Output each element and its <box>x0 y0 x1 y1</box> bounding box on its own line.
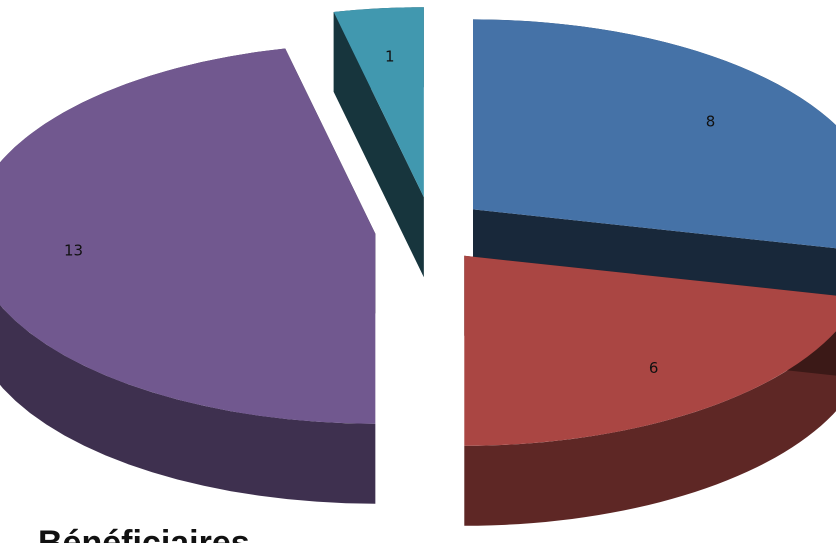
slice-label-0: 8 <box>706 113 716 131</box>
pie-slice-top-4 <box>333 7 424 198</box>
slice-label-1: 6 <box>649 359 659 377</box>
pie-slice-side-4-0 <box>333 11 424 278</box>
slice-label-5: 0 <box>425 0 435 4</box>
slice-label-4: 1 <box>385 48 395 66</box>
pie-slice-top-0 <box>473 19 836 249</box>
pie-slice-top-3 <box>0 48 376 424</box>
pie-slice-top-1 <box>464 255 836 446</box>
chart-title: Bénéficiaires <box>38 524 250 543</box>
slice-label-2: 0 <box>425 0 435 4</box>
slice-label-3: 13 <box>64 242 83 260</box>
pie-slice-1 <box>464 255 836 526</box>
pie-slice-wall-1 <box>464 331 836 526</box>
slice-label-6: 0 <box>425 0 435 4</box>
pie-slice-4 <box>333 7 424 278</box>
pie-slice-3 <box>0 48 376 504</box>
